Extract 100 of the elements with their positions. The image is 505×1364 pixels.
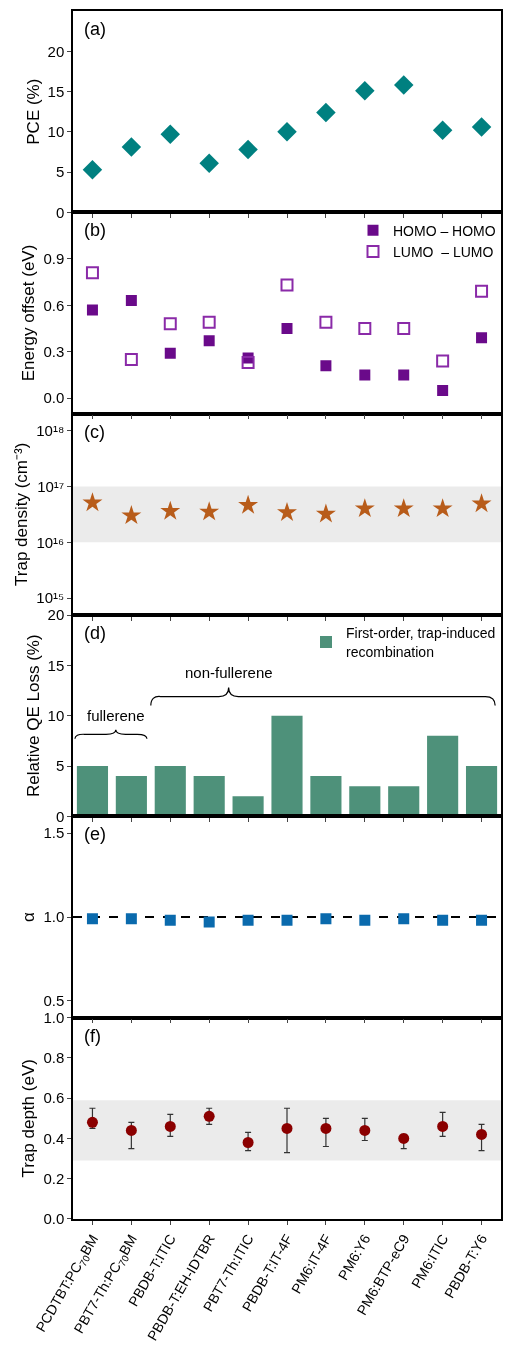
legend-label: LUMO – LUMO xyxy=(393,244,494,261)
point xyxy=(398,369,410,381)
point xyxy=(437,384,449,396)
point xyxy=(164,1120,176,1132)
y-tick-label: 0 xyxy=(55,807,65,825)
annotation: non-fullerene xyxy=(185,664,273,681)
point xyxy=(277,122,297,142)
bar xyxy=(154,766,186,817)
point xyxy=(281,1122,293,1134)
point xyxy=(82,159,103,180)
point xyxy=(355,80,375,101)
point xyxy=(85,266,99,280)
y-tick-label: 0.9 xyxy=(43,250,65,268)
y-tick-label: 0.6 xyxy=(43,1089,65,1107)
bar xyxy=(271,715,303,817)
point xyxy=(163,317,177,331)
bar xyxy=(193,776,225,817)
y-tick-label: 1.5 xyxy=(43,824,65,842)
annotation: (f) xyxy=(84,1026,101,1046)
bar xyxy=(76,766,109,817)
point xyxy=(199,501,220,521)
y-tick-label: 10 xyxy=(47,706,65,724)
y-tick-label: 15 xyxy=(47,82,65,100)
y-axis-title: Trap density (cm⁻³) xyxy=(12,442,32,586)
point xyxy=(397,321,411,335)
point xyxy=(280,278,294,292)
point xyxy=(125,295,137,307)
point xyxy=(354,498,375,518)
y-tick-label: 15 xyxy=(47,656,65,674)
point xyxy=(124,352,138,366)
point xyxy=(319,315,333,329)
y-axis-title: PCE (%) xyxy=(23,78,43,145)
point xyxy=(476,1128,488,1140)
legend-label: First-order, trap-induced recombination xyxy=(346,625,496,660)
point xyxy=(238,139,258,160)
annotation: (d) xyxy=(84,623,106,643)
point xyxy=(358,321,372,335)
annotation: (a) xyxy=(84,19,106,39)
point xyxy=(471,493,492,513)
point xyxy=(315,503,336,523)
y-axis-title: Relative QE Loss (%) xyxy=(23,634,43,797)
y-axis-title: Energy offset (eV) xyxy=(19,244,39,382)
y-tick-label: 20 xyxy=(47,42,65,60)
y-tick-label: 10¹⁵ xyxy=(36,589,65,607)
point xyxy=(475,284,489,298)
point xyxy=(393,75,414,95)
point xyxy=(398,1132,410,1144)
point xyxy=(86,304,98,316)
point xyxy=(241,356,255,370)
point xyxy=(316,102,336,123)
y-tick-label: 5 xyxy=(55,163,65,181)
y-tick-label: 1.0 xyxy=(43,908,65,926)
point xyxy=(359,1124,371,1136)
point xyxy=(277,502,297,522)
y-tick-label: 0.8 xyxy=(43,1049,65,1067)
annotation: (b) xyxy=(84,220,106,240)
y-tick-label: 5 xyxy=(55,757,65,775)
y-axis-title: Trap depth (eV) xyxy=(19,1059,39,1178)
y-tick-label: 1.0 xyxy=(43,1008,65,1026)
y-tick-label: 10¹⁷ xyxy=(37,477,65,495)
y-tick-label: 20 xyxy=(47,606,65,624)
annotation: (c) xyxy=(84,422,105,442)
point xyxy=(432,498,453,518)
point xyxy=(476,332,488,344)
y-tick-label: 0.0 xyxy=(43,1210,65,1228)
bar xyxy=(310,776,342,817)
point xyxy=(160,124,181,144)
point xyxy=(242,1137,254,1148)
point xyxy=(199,153,219,173)
y-axis-title: α xyxy=(19,911,39,922)
y-tick-label: 0.5 xyxy=(43,992,65,1010)
y-tick-label: 10¹⁸ xyxy=(36,421,65,439)
point xyxy=(121,137,142,157)
point xyxy=(121,505,142,525)
bar xyxy=(388,786,420,817)
point xyxy=(281,322,293,334)
y-tick-label: 0.2 xyxy=(43,1169,65,1187)
bar xyxy=(349,786,381,817)
y-tick-label: 0.4 xyxy=(43,1129,65,1147)
point xyxy=(202,315,216,329)
point xyxy=(320,1122,332,1134)
y-tick-label: 0.3 xyxy=(43,342,65,360)
point xyxy=(164,347,176,359)
point xyxy=(432,120,453,140)
point xyxy=(320,360,332,372)
point xyxy=(82,492,103,512)
y-tick-label: 10 xyxy=(47,123,65,141)
point xyxy=(393,498,414,518)
point xyxy=(238,494,259,514)
y-tick-label: 0.6 xyxy=(43,296,65,314)
bar xyxy=(427,735,459,817)
bar xyxy=(465,766,498,817)
y-tick-label: 0.0 xyxy=(43,389,65,407)
point xyxy=(203,335,215,347)
legend-label: HOMO – HOMO xyxy=(393,222,496,239)
point xyxy=(436,354,450,368)
point xyxy=(86,1116,98,1128)
point xyxy=(471,117,492,137)
annotation: (e) xyxy=(84,824,106,844)
point xyxy=(437,1120,449,1132)
